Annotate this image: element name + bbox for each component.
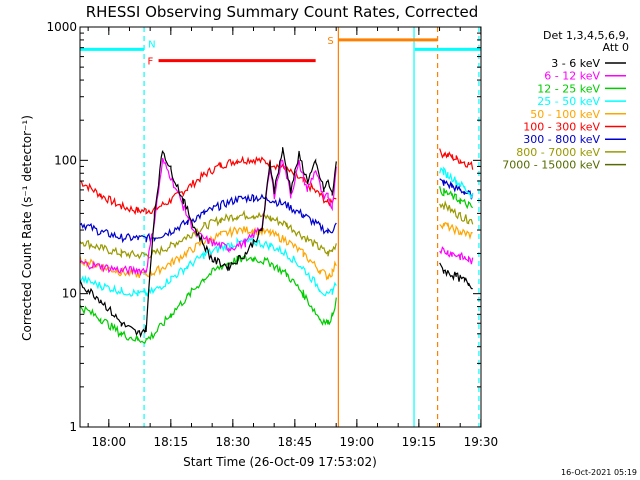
y-tick-label: 1000 xyxy=(46,20,77,34)
interval-flag-s: S xyxy=(327,36,333,47)
legend-entry: 7000 - 15000 keV xyxy=(502,159,600,172)
legend-entry: 25 - 50 keV xyxy=(537,95,600,108)
y-tick-label: 10 xyxy=(62,287,77,301)
series-line-6-12-kev xyxy=(79,157,474,276)
x-tick-label: 18:15 xyxy=(154,435,189,449)
legend-header: Att 0 xyxy=(603,41,629,54)
legend-entry: 50 - 100 keV xyxy=(530,108,600,121)
x-tick-label: 18:30 xyxy=(216,435,251,449)
interval-flag-n: N xyxy=(148,39,155,50)
legend-entry: 300 - 800 keV xyxy=(523,133,600,146)
x-tick-label: 18:00 xyxy=(92,435,127,449)
x-tick-label: 18:45 xyxy=(278,435,313,449)
legend-entry: 100 - 300 keV xyxy=(523,121,600,134)
series-line-50-100-kev xyxy=(79,221,473,281)
legend-entry: 6 - 12 keV xyxy=(544,70,600,83)
x-tick-label: 19:00 xyxy=(340,435,375,449)
legend-entry: 3 - 6 keV xyxy=(551,57,600,70)
series-line-800-7000-kev xyxy=(79,200,474,260)
x-tick-label: 19:30 xyxy=(464,435,499,449)
x-axis-label: Start Time (26-Oct-09 17:53:02) xyxy=(183,455,377,469)
chart-title: RHESSI Observing Summary Count Rates, Co… xyxy=(86,3,479,21)
x-tick-label: 19:15 xyxy=(402,435,437,449)
series-line-12-25-kev xyxy=(79,186,474,344)
y-tick-label: 100 xyxy=(54,153,77,167)
y-axis-label: Corrected Count Rate (s⁻¹ detector⁻¹) xyxy=(20,115,34,341)
interval-flag-f: F xyxy=(148,57,154,68)
axes-layer: 18:00 18:15 18:30 18:45 19:00 19:15 19:30 1 10 10… xyxy=(46,20,498,449)
legend-header: Det 1,3,4,5,6,9, xyxy=(543,29,629,42)
series-line-3-6-kev xyxy=(79,147,473,338)
series-line-300-800-kev xyxy=(79,178,474,244)
plot-frame xyxy=(79,26,482,428)
y-tick-label: 1 xyxy=(69,420,77,434)
legend-entry: 12 - 25 keV xyxy=(537,82,600,95)
legend-entry: 800 - 7000 keV xyxy=(516,146,600,159)
timestamp: 16-Oct-2021 05:19 xyxy=(561,468,637,477)
plot-layer: NF S xyxy=(79,27,481,427)
